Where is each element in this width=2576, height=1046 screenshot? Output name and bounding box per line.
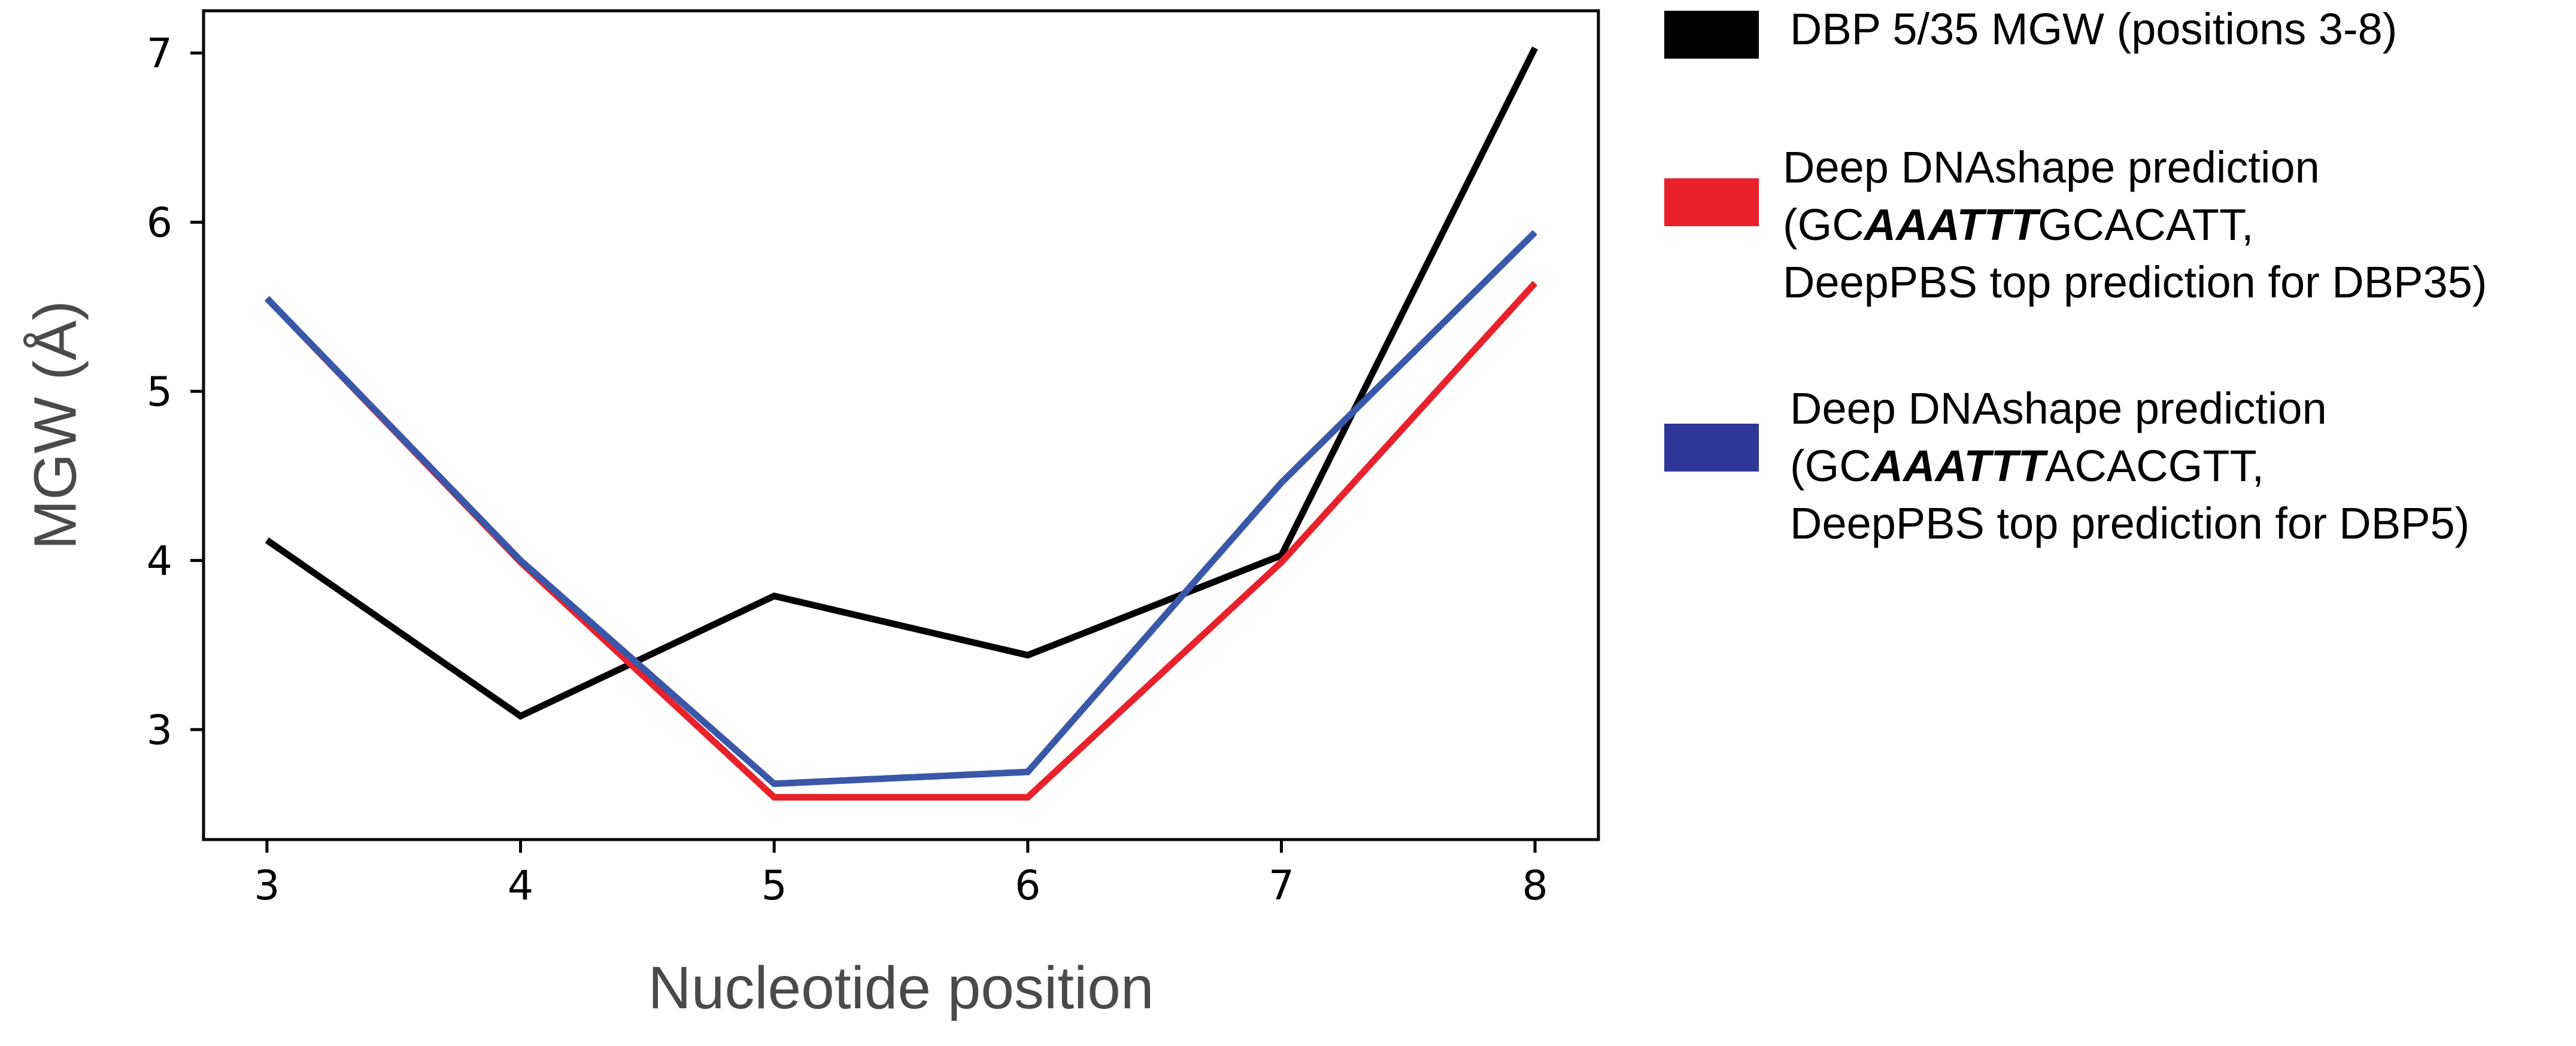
legend-label-line: Deep DNAshape prediction	[1790, 384, 2327, 433]
legend-label-segment: GCACATT,	[2038, 200, 2253, 250]
legend-label-segment: Deep DNAshape prediction	[1783, 142, 2320, 192]
x-axis-label: Nucleotide position	[648, 954, 1154, 1021]
series-line-3	[264, 230, 1537, 787]
x-tick-label: 3	[254, 862, 280, 910]
axes-layer: 3 4 5 6 7 8 3 4 5 6 7	[147, 31, 1548, 910]
legend-label-line: (GCAAATTTACACGTT,	[1790, 441, 2264, 491]
legend-label-segment: DBP 5/35 MGW (positions 3-8)	[1790, 4, 2397, 54]
x-tick-label: 6	[1015, 862, 1040, 910]
legend-label-segment: (GC	[1783, 200, 1864, 250]
legend-swatch	[1664, 11, 1759, 59]
legend-swatch	[1664, 178, 1759, 226]
legend-label-line: DBP 5/35 MGW (positions 3-8)	[1790, 4, 2397, 54]
series-line-1	[265, 46, 1539, 720]
legend-label-segment: DeepPBS top prediction for DBP35)	[1783, 257, 2487, 307]
y-tick-label: 3	[147, 707, 172, 754]
legend-label-segment: AAATTT	[1863, 200, 2041, 250]
legend-label-line: DeepPBS top prediction for DBP5)	[1790, 498, 2469, 548]
y-tick-label: 5	[147, 369, 172, 416]
plot-area-frame	[202, 9, 1600, 841]
legend-entry-2: Deep DNAshape prediction (GCAAATTTGCACATT…	[1664, 142, 2487, 307]
legend-entry-1: DBP 5/35 MGW (positions 3-8)	[1664, 4, 2397, 59]
legend-label-segment: Deep DNAshape prediction	[1790, 384, 2327, 433]
y-tick-label: 6	[147, 199, 172, 247]
legend-label-line: Deep DNAshape prediction	[1783, 142, 2320, 192]
legend-label-segment: AAATTT	[1870, 441, 2049, 491]
y-axis-label: MGW (Å)	[22, 300, 89, 550]
legend-entry-3: Deep DNAshape prediction (GCAAATTTACACGTT…	[1664, 384, 2469, 548]
series-layer	[264, 46, 1539, 801]
x-tick-label: 4	[508, 862, 533, 910]
legend: DBP 5/35 MGW (positions 3-8) Deep DNAshap…	[1664, 4, 2487, 548]
x-tick-label: 7	[1269, 862, 1294, 910]
legend-label-segment: DeepPBS top prediction for DBP5)	[1790, 498, 2469, 548]
legend-label-line: (GCAAATTTGCACATT,	[1783, 200, 2254, 250]
y-tick-label: 4	[147, 538, 172, 585]
y-tick-label: 7	[147, 31, 172, 78]
legend-label-line: DeepPBS top prediction for DBP35)	[1783, 257, 2487, 307]
legend-label-segment: (GC	[1790, 441, 1871, 491]
legend-swatch	[1664, 424, 1759, 472]
x-tick-label: 8	[1522, 862, 1548, 910]
series-line-2	[264, 281, 1538, 801]
legend-label-segment: ACACGTT,	[2045, 441, 2264, 491]
x-tick-label: 5	[761, 862, 787, 910]
